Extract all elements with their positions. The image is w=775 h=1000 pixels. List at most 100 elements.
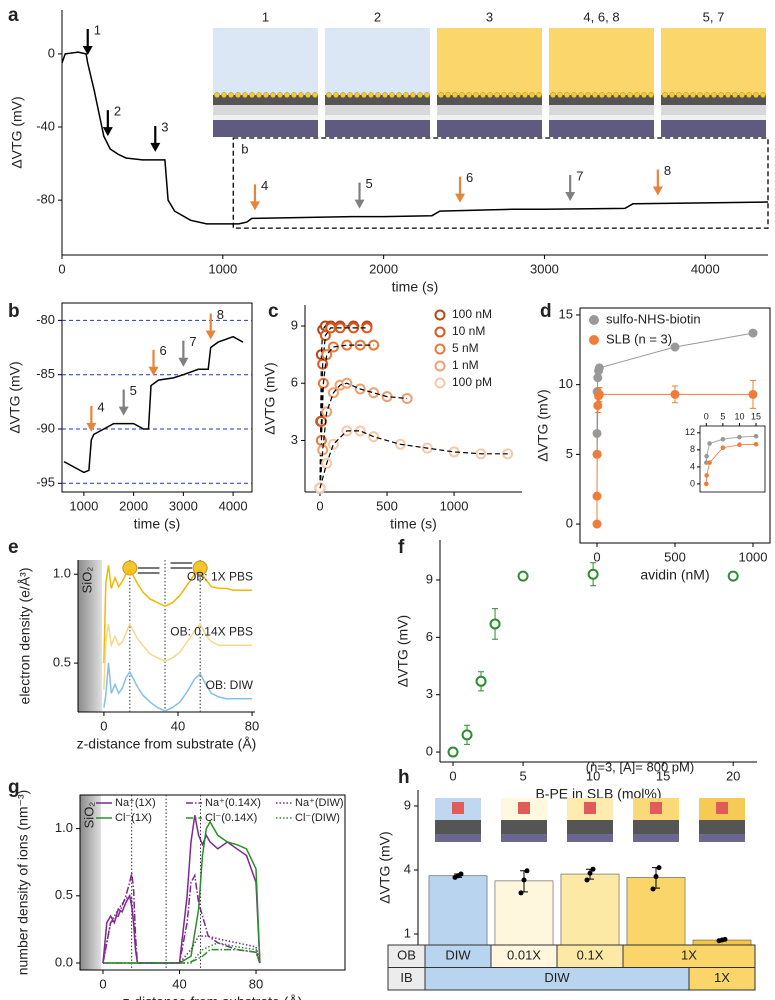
x-tick-label: 1000 — [69, 498, 98, 513]
event-arrow-head — [102, 127, 113, 137]
replicate-point — [590, 866, 596, 872]
fit-line — [319, 382, 408, 489]
data-point — [517, 570, 529, 582]
series-line — [63, 335, 244, 474]
schematic-label: 3 — [486, 9, 493, 24]
legend-marker — [434, 360, 446, 372]
x-axis-label: z-distance from substrate (Å) — [123, 994, 303, 1000]
x-tick-label: 0 — [99, 976, 106, 991]
legend-label: SLB (n = 3) — [606, 331, 672, 346]
schematic-substrate — [325, 120, 430, 137]
inset-point — [753, 433, 759, 439]
table-cell-text: 1X — [681, 948, 697, 963]
data-point — [748, 389, 758, 399]
table-cell-text: 1X — [714, 970, 730, 985]
table-cell — [688, 967, 756, 991]
schematic-label: 1 — [262, 9, 269, 24]
lipid-decor — [137, 562, 193, 574]
y-axis-label: ΔVTG (mV) — [262, 362, 278, 434]
zoom-box-label: b — [241, 141, 248, 156]
lipid-head — [557, 92, 563, 98]
y-axis-label: ΔVTG (mV) — [9, 96, 25, 168]
schematic-substrate — [549, 120, 654, 137]
event-arrow-head — [354, 199, 365, 209]
x-axis-label: time (s) — [134, 516, 181, 532]
table-header: IB — [400, 970, 412, 985]
schematic-bilayer — [325, 95, 430, 105]
series-line — [103, 663, 252, 712]
lipid-head — [725, 92, 731, 98]
fit-line — [319, 430, 508, 489]
y-tick-label: 9 — [291, 317, 298, 332]
x-tick-label: 20 — [726, 768, 740, 783]
fit-line — [319, 344, 374, 489]
data-point — [592, 519, 602, 529]
lipid-head — [739, 92, 745, 98]
data-point — [593, 401, 603, 411]
bar-schematic — [633, 820, 679, 834]
lipid-head — [438, 92, 444, 98]
y-tick-label: 10 — [559, 376, 573, 391]
lipid-head — [445, 92, 451, 98]
replicate-point — [518, 890, 524, 896]
y-tick-label: 4 — [404, 861, 411, 876]
schematic-background — [437, 28, 542, 95]
lipid-head — [389, 92, 395, 98]
lipid-head — [487, 92, 493, 98]
replicate-point — [653, 874, 659, 880]
x-tick-label: 0 — [58, 261, 65, 276]
x-tick-label: 1000 — [208, 261, 237, 276]
schematic-bilayer — [437, 95, 542, 105]
substrate-label: SiO₂ — [79, 567, 94, 594]
legend-label: 5 nM — [452, 341, 479, 355]
inset-point — [704, 460, 709, 465]
bar-schematic — [699, 820, 745, 834]
legend-label: Na⁺(DIW) — [295, 797, 344, 809]
panel-label: h — [398, 767, 410, 788]
y-tick-label: 0.5 — [55, 887, 73, 902]
data-point — [592, 449, 602, 459]
y-tick-label: -80 — [36, 192, 55, 207]
data-point — [670, 389, 680, 399]
schematic-layer — [437, 115, 542, 120]
y-tick-label: 0 — [48, 45, 55, 60]
lipid-head — [550, 92, 556, 98]
bar-schematic — [501, 834, 547, 842]
lipid-head — [634, 92, 640, 98]
data-point — [592, 491, 602, 501]
legend-label: Na⁺(0.14X) — [205, 797, 261, 809]
data-point — [594, 389, 604, 399]
legend-marker — [434, 326, 446, 338]
lipid-head — [270, 92, 276, 98]
panel-label: f — [398, 537, 405, 558]
y-tick-label: -90 — [36, 420, 55, 435]
lipid-head — [711, 92, 717, 98]
legend-marker — [434, 377, 446, 389]
event-arrow-head — [150, 142, 161, 152]
schematic-label: 2 — [374, 9, 381, 24]
y-tick-label: -95 — [36, 475, 55, 490]
legend-label: 100 pM — [452, 375, 492, 389]
series-line — [102, 815, 261, 964]
lipid-head — [606, 92, 612, 98]
event-label: 7 — [576, 168, 583, 183]
schematic-layer — [661, 115, 766, 120]
event-label: 1 — [94, 22, 101, 37]
bar-schematic — [435, 834, 481, 842]
lipid-head — [501, 92, 507, 98]
series-label: OB: 0.14X PBS — [170, 625, 253, 639]
lipid-head — [298, 92, 304, 98]
data-point — [748, 328, 758, 338]
inset-point — [707, 460, 712, 465]
event-arrow-head — [249, 201, 260, 211]
series-line — [103, 565, 252, 664]
lipid-head — [599, 92, 605, 98]
lipid-head — [284, 92, 290, 98]
x-axis-label: time (s) — [392, 279, 439, 295]
y-tick-label: 1.0 — [53, 566, 71, 581]
x-tick-label: 80 — [249, 976, 263, 991]
y-tick-label: 3 — [291, 432, 298, 447]
replicate-point — [521, 877, 527, 883]
lipid-head — [480, 92, 486, 98]
schematic-substrate — [437, 120, 542, 137]
